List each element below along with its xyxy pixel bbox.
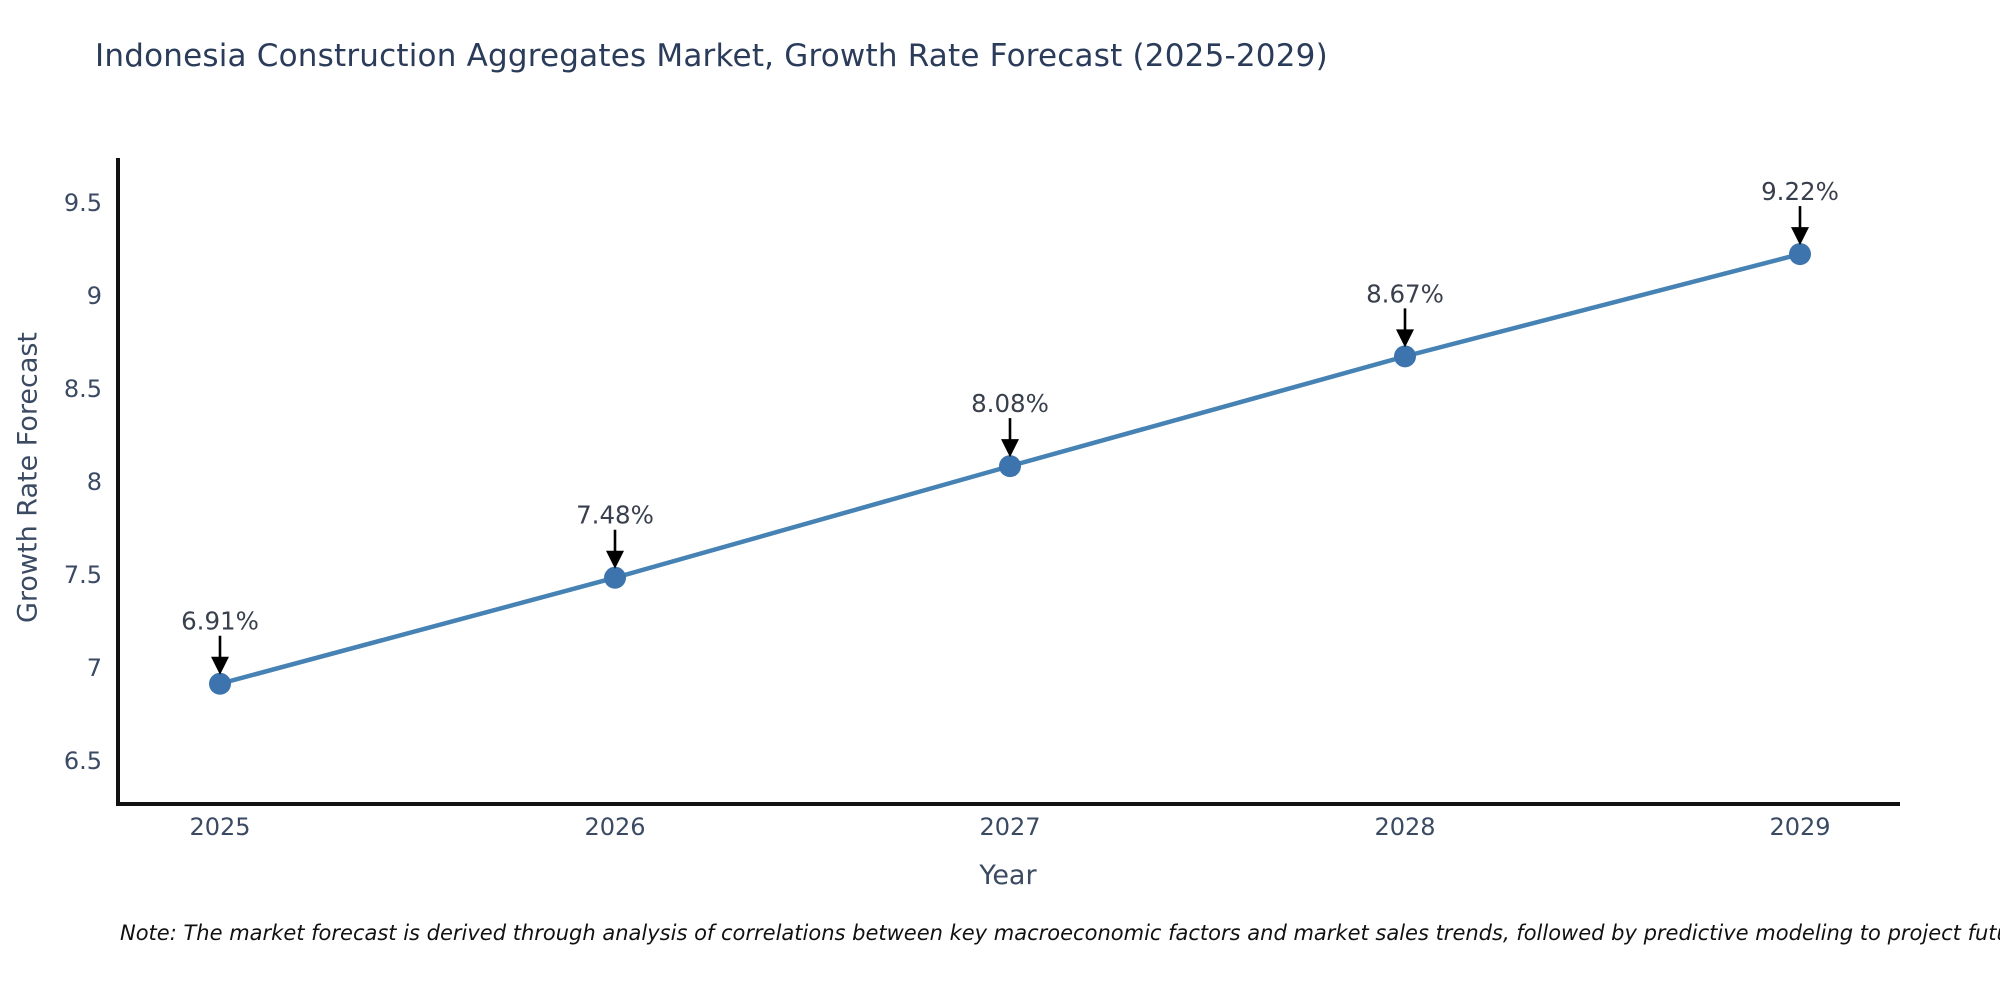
data-point-label: 8.08%: [971, 389, 1049, 418]
data-point-label: 9.22%: [1761, 177, 1839, 206]
chart-title: Indonesia Construction Aggregates Market…: [95, 38, 1328, 74]
data-point-label: 6.91%: [181, 607, 259, 636]
chart-footnote: Note: The market forecast is derived thr…: [120, 921, 2000, 945]
data-point-marker: [604, 566, 626, 589]
y-tick-label: 9: [87, 282, 102, 310]
data-point-label: 8.67%: [1366, 279, 1444, 308]
annotation-arrow-head: [1791, 227, 1809, 246]
data-point-marker: [1789, 243, 1811, 266]
y-tick-label: 7: [87, 654, 102, 682]
x-tick-label: 2028: [1374, 813, 1435, 841]
data-point-label: 7.48%: [576, 501, 654, 530]
y-tick-label: 9.5: [64, 189, 102, 217]
annotation-arrow-head: [1001, 439, 1019, 458]
y-axis-title: Growth Rate Forecast: [12, 331, 44, 624]
annotation-arrow-head: [606, 550, 624, 569]
x-tick-label: 2027: [979, 813, 1040, 841]
x-axis-title: Year: [979, 860, 1037, 891]
annotation-arrow-head: [1396, 329, 1414, 348]
y-tick-label: 7.5: [64, 561, 102, 589]
y-tick-label: 6.5: [64, 747, 102, 775]
y-tick-label: 8.5: [64, 375, 102, 403]
x-tick-label: 2025: [189, 813, 250, 841]
x-tick-label: 2026: [584, 813, 645, 841]
x-tick-label: 2029: [1769, 813, 1830, 841]
data-point-marker: [1394, 345, 1416, 368]
data-point-marker: [209, 672, 231, 695]
y-tick-label: 8: [87, 468, 102, 496]
data-point-marker: [999, 455, 1021, 478]
annotation-arrow-head: [211, 656, 229, 675]
